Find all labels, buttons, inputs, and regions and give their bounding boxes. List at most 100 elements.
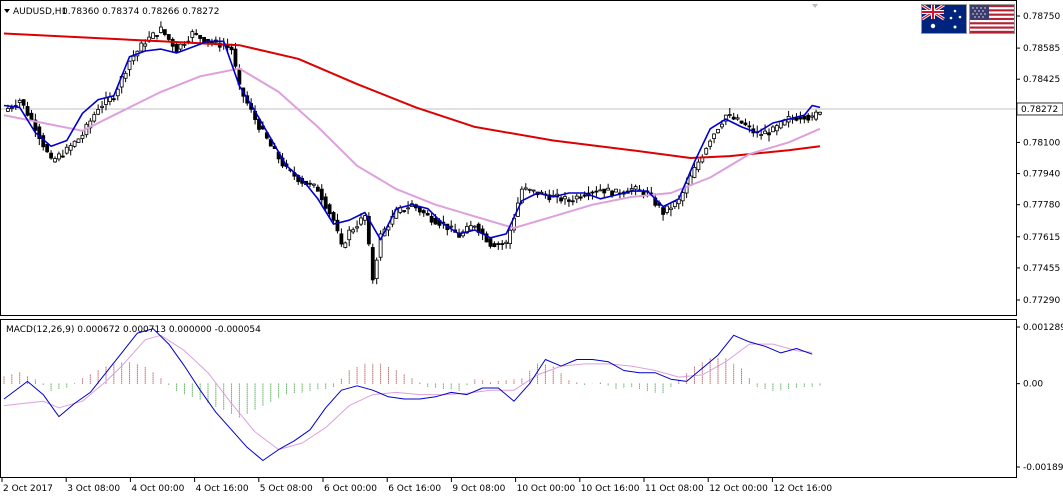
candle-body bbox=[508, 229, 512, 244]
candle bbox=[127, 60, 132, 77]
candle-body bbox=[798, 116, 803, 120]
candle bbox=[570, 195, 575, 206]
candle-body bbox=[174, 43, 179, 53]
candle-body bbox=[488, 238, 493, 247]
candle-body bbox=[735, 117, 740, 120]
candle-body bbox=[178, 43, 183, 50]
candle-body bbox=[100, 105, 104, 108]
candle-body bbox=[323, 196, 328, 209]
candle bbox=[574, 193, 579, 204]
candle bbox=[500, 240, 505, 250]
time-axis-label: 4 Oct 16:00 bbox=[196, 484, 249, 494]
candle-body bbox=[531, 189, 536, 192]
candle-body bbox=[457, 232, 461, 238]
medium-ma-line bbox=[3, 67, 821, 229]
candle bbox=[68, 142, 73, 156]
candle bbox=[406, 201, 410, 215]
candle bbox=[665, 205, 669, 215]
candle-body bbox=[374, 259, 379, 280]
candle-body bbox=[421, 210, 426, 214]
time-axis-label: 2 Oct 2017 bbox=[3, 484, 53, 494]
candle-body bbox=[665, 205, 669, 213]
candle bbox=[194, 29, 199, 36]
price-axis-label: 0.77780 bbox=[1023, 201, 1060, 211]
candle bbox=[96, 104, 101, 116]
candle-body bbox=[331, 212, 336, 221]
candle-body bbox=[190, 31, 195, 38]
candle bbox=[578, 193, 583, 201]
candle bbox=[327, 203, 332, 219]
australia-flag-icon bbox=[921, 4, 967, 34]
candle-body bbox=[708, 140, 713, 147]
candle-body bbox=[417, 207, 422, 213]
candle-body bbox=[335, 219, 340, 232]
candle-body bbox=[312, 183, 316, 186]
candle-body bbox=[602, 188, 607, 194]
candle-body bbox=[547, 194, 552, 201]
candle-body bbox=[68, 145, 73, 151]
candle-body bbox=[343, 242, 348, 248]
candle bbox=[488, 237, 493, 249]
candle bbox=[633, 184, 638, 196]
candle bbox=[25, 101, 30, 117]
candle-body bbox=[37, 126, 42, 139]
candle bbox=[402, 210, 407, 213]
symbol-menu-icon[interactable] bbox=[4, 9, 10, 13]
candle bbox=[178, 43, 183, 52]
candle bbox=[339, 228, 344, 247]
candle-body bbox=[229, 46, 234, 51]
candle bbox=[696, 159, 701, 173]
candle bbox=[767, 128, 771, 142]
candle bbox=[531, 189, 536, 194]
price-axis-label: 0.78100 bbox=[1023, 138, 1060, 148]
candle-body bbox=[559, 197, 563, 202]
candle-body bbox=[802, 115, 807, 120]
price-axis-label: 0.78585 bbox=[1023, 44, 1060, 54]
candle-body bbox=[347, 229, 352, 241]
candle-body bbox=[45, 143, 50, 153]
candle-body bbox=[64, 146, 69, 154]
candle-body bbox=[472, 225, 477, 228]
candle-body bbox=[731, 116, 736, 120]
candle-body bbox=[468, 225, 473, 231]
candle-body bbox=[504, 241, 509, 244]
candle bbox=[429, 213, 434, 226]
candle-body bbox=[143, 43, 148, 47]
candle-body bbox=[233, 48, 238, 67]
candle-body bbox=[484, 233, 489, 243]
macd-axis-label: -0.001897 bbox=[1023, 463, 1063, 473]
candle-body bbox=[716, 128, 720, 134]
candle-body bbox=[704, 147, 709, 155]
candle-body bbox=[590, 191, 595, 194]
candle-body bbox=[578, 196, 583, 199]
candle-body bbox=[696, 161, 701, 171]
candle bbox=[374, 257, 379, 285]
candle bbox=[166, 34, 171, 42]
candle-body bbox=[633, 186, 638, 190]
candle-body bbox=[21, 99, 26, 106]
candle bbox=[315, 184, 320, 192]
candle bbox=[739, 120, 744, 124]
candle-body bbox=[771, 126, 775, 133]
price-plot bbox=[1, 21, 1016, 285]
fast-ma-line bbox=[3, 40, 821, 241]
time-axis-label: 10 Oct 00:00 bbox=[517, 484, 576, 494]
scroll-marker-icon[interactable] bbox=[812, 4, 818, 8]
candle bbox=[602, 188, 607, 199]
macd-plot bbox=[3, 328, 821, 461]
price-axis-label: 0.77940 bbox=[1023, 170, 1060, 180]
candle-body bbox=[33, 119, 38, 131]
candle bbox=[323, 193, 328, 211]
macd-panel bbox=[0, 319, 1017, 478]
candle-body bbox=[727, 114, 732, 116]
time-axis-label: 3 Oct 08:00 bbox=[67, 484, 120, 494]
price-axis-label: 0.78750 bbox=[1023, 12, 1060, 22]
candle bbox=[174, 43, 179, 53]
candle bbox=[151, 31, 155, 39]
macd-main-line bbox=[3, 328, 813, 461]
candle bbox=[17, 98, 22, 108]
time-axis-label: 6 Oct 16:00 bbox=[388, 484, 441, 494]
candle bbox=[468, 220, 473, 231]
candle-body bbox=[433, 217, 438, 225]
